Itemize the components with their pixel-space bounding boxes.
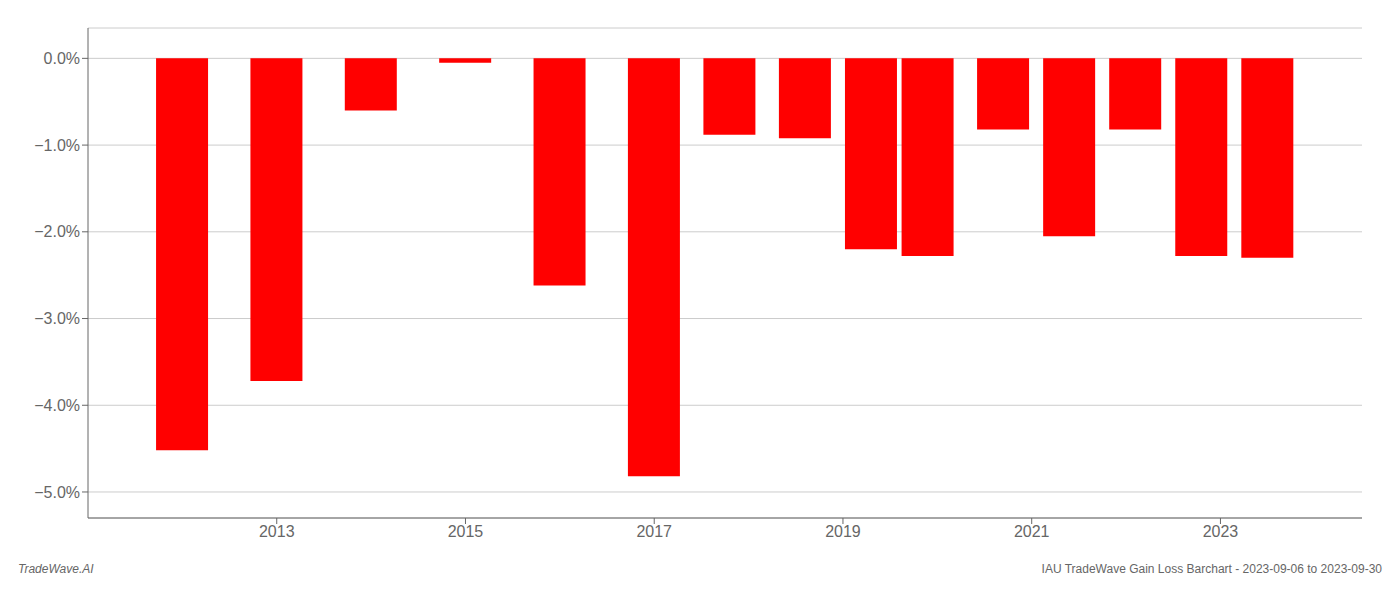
svg-text:2013: 2013 <box>259 523 295 540</box>
svg-text:2019: 2019 <box>825 523 861 540</box>
svg-text:2021: 2021 <box>1014 523 1050 540</box>
svg-text:−3.0%: −3.0% <box>34 310 80 327</box>
svg-text:0.0%: 0.0% <box>44 50 80 67</box>
svg-text:2017: 2017 <box>636 523 672 540</box>
svg-text:−1.0%: −1.0% <box>34 137 80 154</box>
svg-text:2015: 2015 <box>448 523 484 540</box>
svg-text:2023: 2023 <box>1203 523 1239 540</box>
html-text:IAU TradeWave Gain Loss Barcha: IAU TradeWave Gain Loss Barchart - 2023-… <box>1041 562 1382 576</box>
svg-text:−4.0%: −4.0% <box>34 397 80 414</box>
svg-text:−5.0%: −5.0% <box>34 484 80 501</box>
html-text:TradeWave.AI: TradeWave.AI <box>18 562 94 576</box>
svg-text:−2.0%: −2.0% <box>34 223 80 240</box>
